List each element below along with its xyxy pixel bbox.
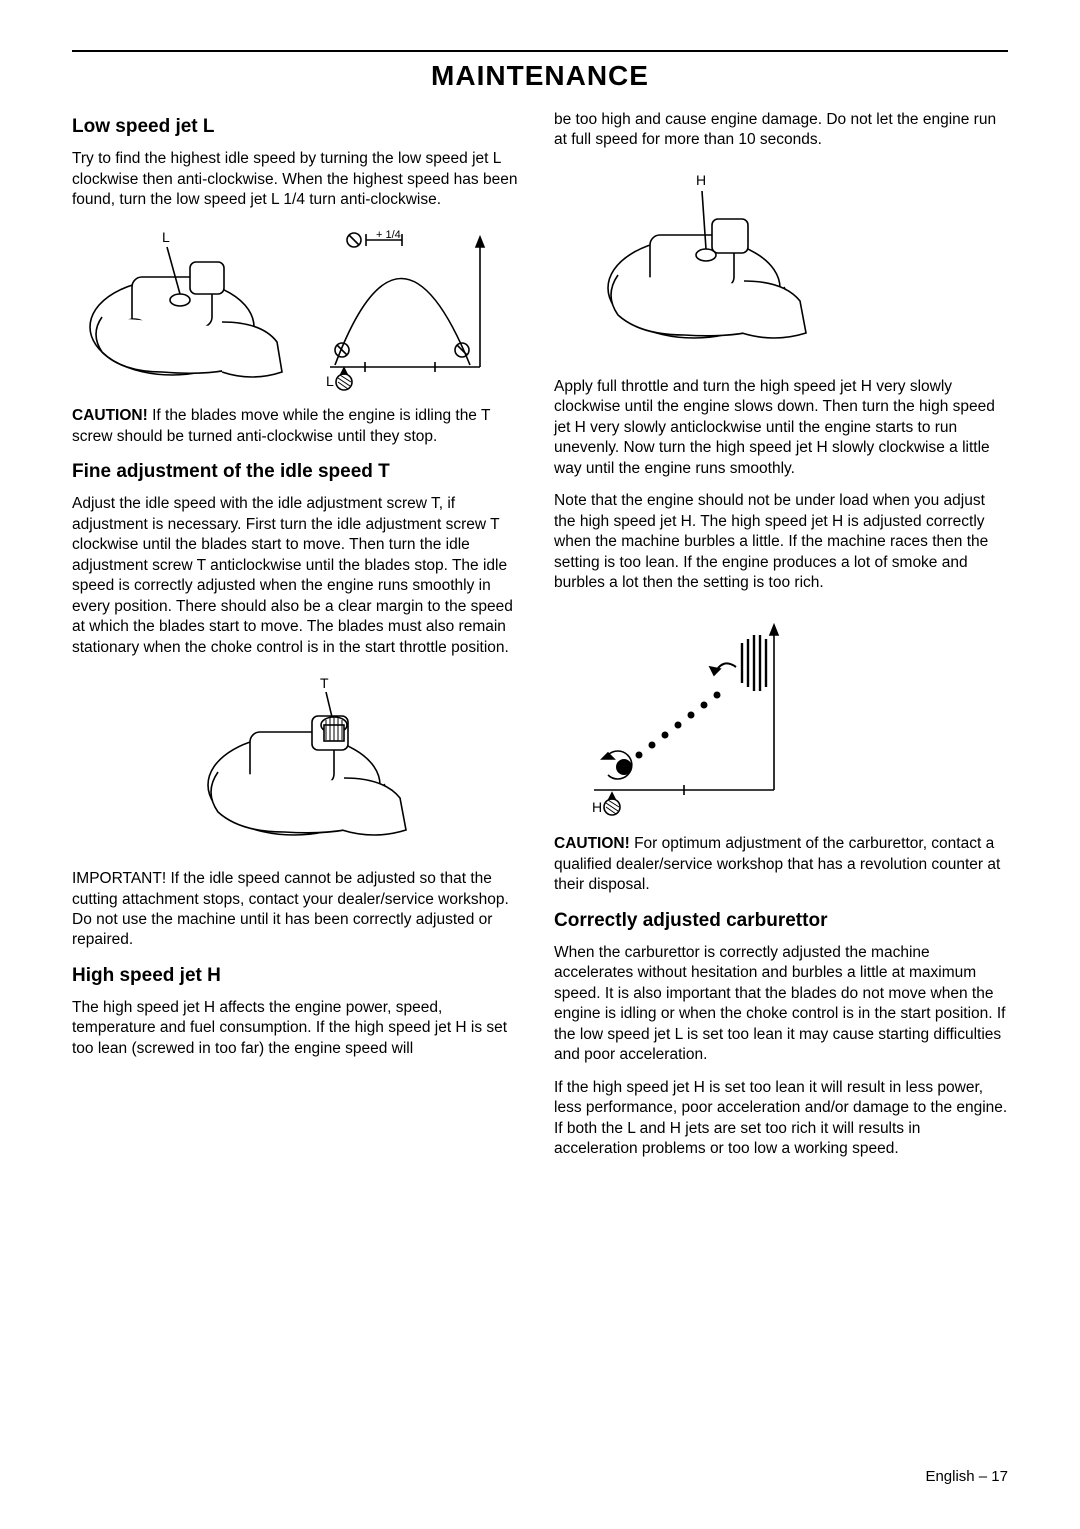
heading-correctly-adjusted: Correctly adjusted carburettor	[554, 908, 1008, 933]
label-H: H	[696, 172, 706, 188]
engine-illustration-L: L	[72, 222, 292, 392]
para-continuation: be too high and cause engine damage. Do …	[554, 110, 1008, 151]
label-L-graph: L	[326, 373, 334, 389]
left-column: Low speed jet L Try to find the highest …	[72, 110, 526, 1171]
para-low-speed-jet: Try to find the highest idle speed by tu…	[72, 149, 526, 210]
figure-low-speed-jet: L	[72, 222, 526, 392]
page-footer: English – 17	[925, 1468, 1008, 1485]
figure-adjustment-graph: H	[554, 605, 1008, 820]
caution-label: CAUTION!	[72, 407, 148, 424]
important-idle: IMPORTANT! If the idle speed cannot be a…	[72, 869, 526, 951]
two-column-layout: Low speed jet L Try to find the highest …	[72, 110, 1008, 1171]
heading-low-speed-jet: Low speed jet L	[72, 114, 526, 139]
para-correctly-adjusted-2: If the high speed jet H is set too lean …	[554, 1078, 1008, 1160]
figure-idle-T: T	[72, 670, 526, 855]
top-rule	[72, 50, 1008, 52]
caution-blades: CAUTION! If the blades move while the en…	[72, 406, 526, 447]
label-T: T	[320, 675, 329, 691]
heading-high-speed-jet: High speed jet H	[72, 963, 526, 988]
caution-label-2: CAUTION!	[554, 835, 630, 852]
graph-low-speed-jet: + 1/4 L	[310, 222, 500, 392]
caution-carburettor: CAUTION! For optimum adjustment of the c…	[554, 834, 1008, 895]
engine-illustration-T: T	[184, 670, 414, 855]
label-H-graph: H	[592, 799, 602, 815]
para-correctly-adjusted-1: When the carburettor is correctly adjust…	[554, 943, 1008, 1066]
label-L: L	[162, 229, 170, 245]
para-note-load: Note that the engine should not be under…	[554, 491, 1008, 593]
heading-fine-adjustment: Fine adjustment of the idle speed T	[72, 459, 526, 484]
para-high-speed-jet: The high speed jet H affects the engine …	[72, 998, 526, 1059]
engine-illustration-H: H	[584, 163, 814, 363]
para-apply-throttle: Apply full throttle and turn the high sp…	[554, 377, 1008, 479]
para-fine-adjustment: Adjust the idle speed with the idle adju…	[72, 494, 526, 658]
figure-high-speed-jet: H	[554, 163, 1008, 363]
page-title: MAINTENANCE	[72, 60, 1008, 92]
label-quarter: + 1/4	[376, 229, 401, 241]
right-column: be too high and cause engine damage. Do …	[554, 110, 1008, 1171]
graph-high-speed-jet: H	[564, 605, 804, 820]
